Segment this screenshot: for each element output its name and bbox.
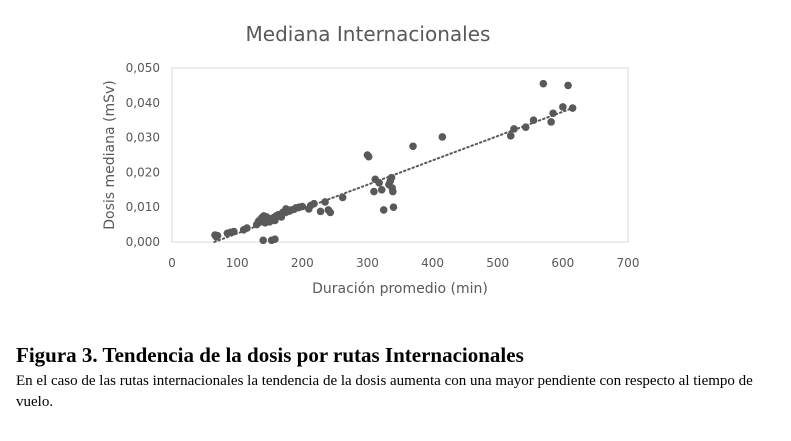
y-tick-label: 0,010 <box>126 200 160 214</box>
x-axis-ticks: 0 100 200 300 400 500 600 700 <box>168 256 639 270</box>
data-point <box>547 118 555 126</box>
data-point <box>377 186 386 194</box>
data-point <box>298 202 307 211</box>
data-point <box>389 187 397 196</box>
y-tick-label: 0,040 <box>126 96 160 110</box>
figure-caption: Figura 3. Tendencia de la dosis por ruta… <box>16 343 776 413</box>
data-point <box>539 79 548 88</box>
data-point <box>364 152 373 161</box>
caption-title: Figura 3. Tendencia de la dosis por ruta… <box>16 343 524 367</box>
data-point <box>409 142 417 151</box>
data-point <box>213 231 222 240</box>
data-point <box>521 123 530 131</box>
data-point <box>375 179 383 187</box>
x-tick-label: 0 <box>168 256 176 270</box>
data-point <box>230 227 238 236</box>
data-point <box>379 206 388 214</box>
chart-title: Mediana Internacionales <box>246 22 491 46</box>
data-point <box>310 199 318 208</box>
data-point <box>438 133 447 141</box>
caption-body: En el caso de las rutas internacionales … <box>16 373 753 410</box>
data-point <box>506 132 515 140</box>
data-point <box>529 116 538 124</box>
data-point <box>259 236 268 245</box>
y-tick-label: 0,050 <box>126 61 160 75</box>
data-point <box>389 203 398 211</box>
data-point <box>338 193 347 202</box>
y-tick-label: 0,030 <box>126 131 160 145</box>
x-tick-label: 200 <box>291 256 314 270</box>
data-point <box>316 207 325 216</box>
scatter-chart: Mediana Internacionales 0,0000,0100,0200… <box>102 22 639 297</box>
data-point <box>326 208 335 217</box>
data-point <box>568 104 577 112</box>
x-axis-title: Duración promedio (min) <box>312 281 488 297</box>
y-axis-ticks: 0,000 0,010 0,020 0,030 0,040 0,050 <box>126 61 160 249</box>
data-point <box>559 103 567 111</box>
x-tick-label: 600 <box>551 256 574 270</box>
y-axis-title: Dosis mediana (mSv) <box>102 80 118 230</box>
x-tick-label: 300 <box>356 256 379 270</box>
data-point <box>243 224 251 232</box>
data-point <box>271 235 279 244</box>
data-point <box>510 125 518 133</box>
data-point <box>321 198 329 206</box>
x-tick-label: 100 <box>226 256 249 270</box>
data-points <box>211 79 577 245</box>
plot-area <box>171 67 629 243</box>
data-point <box>564 81 572 90</box>
data-point <box>387 173 396 182</box>
x-tick-label: 500 <box>486 256 509 270</box>
y-tick-label: 0,020 <box>126 165 160 179</box>
data-point <box>370 187 378 196</box>
x-tick-label: 400 <box>421 256 444 270</box>
data-point <box>549 109 557 118</box>
x-tick-label: 700 <box>617 256 640 270</box>
y-tick-label: 0,000 <box>126 235 160 249</box>
